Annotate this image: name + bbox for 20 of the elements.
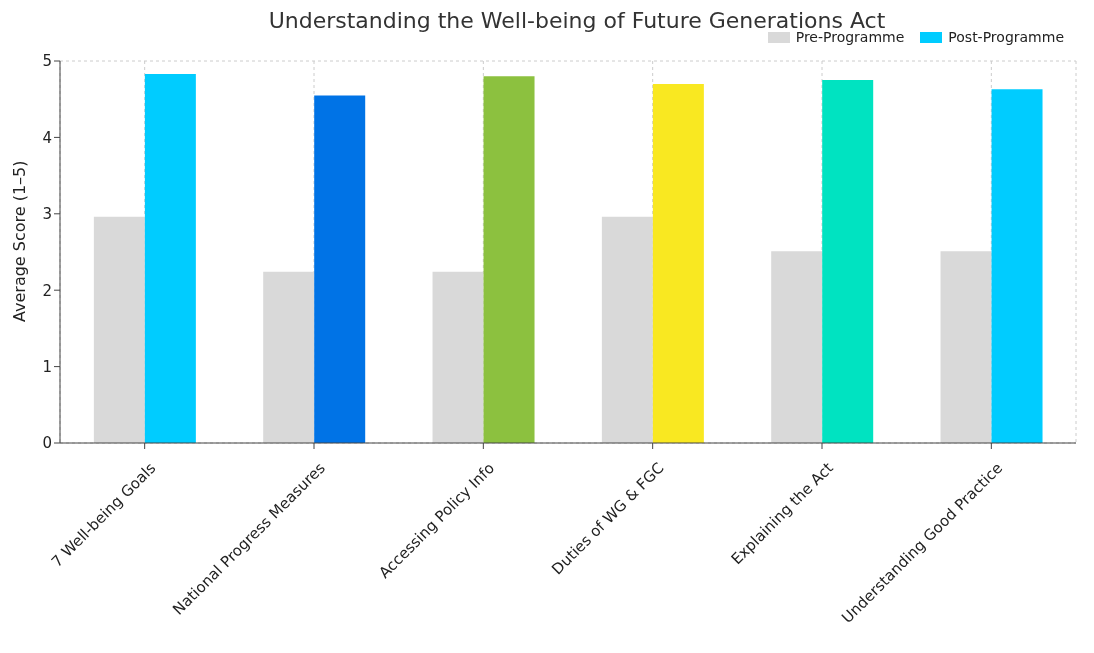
bar	[822, 80, 874, 443]
bar	[432, 271, 484, 443]
bar	[263, 271, 315, 443]
bar	[314, 95, 366, 443]
bar	[940, 251, 992, 443]
y-tick-label: 3	[42, 205, 52, 224]
bar	[144, 73, 196, 443]
bar	[652, 83, 704, 443]
bar	[771, 251, 823, 443]
bar	[601, 216, 653, 443]
bar	[93, 216, 145, 443]
y-tick-label: 5	[42, 52, 52, 71]
legend-label: Post-Programme	[947, 29, 1064, 45]
y-tick-label: 0	[42, 434, 52, 453]
y-axis-title: Average Score (1–5)	[9, 160, 29, 322]
y-tick-label: 1	[42, 357, 52, 376]
y-tick-label: 2	[42, 281, 52, 300]
bar	[991, 89, 1043, 443]
bar	[483, 76, 535, 443]
y-tick-label: 4	[42, 128, 52, 147]
